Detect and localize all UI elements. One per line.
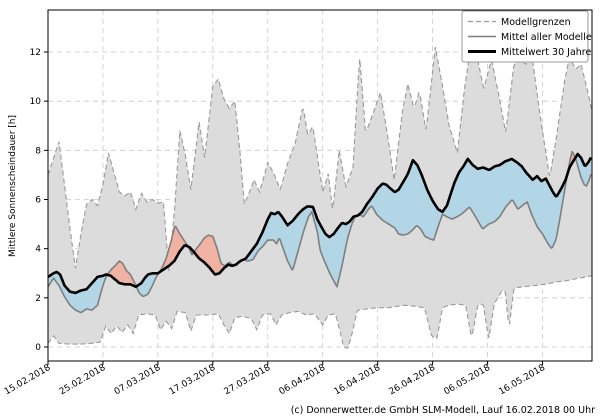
legend-box <box>461 10 589 63</box>
plot-frame <box>47 9 593 362</box>
legend-label: Mittel aller Modelle <box>501 32 592 43</box>
copyright-footer: (c) Donnerwetter.de GmbH SLM-Modell, Lau… <box>291 405 595 416</box>
series-layer <box>47 41 593 349</box>
x-tick-label: 16.05.2018 <box>497 363 547 398</box>
normal-30y-line <box>47 152 593 295</box>
x-tick-label: 16.04.2018 <box>333 363 383 398</box>
model-envelope-fill <box>48 43 592 349</box>
y-tick-label: 10 <box>30 97 42 107</box>
below-normal-fill <box>359 158 568 248</box>
above-normal-fill <box>159 226 189 273</box>
legend: Modellgrenzen Mittel aller Modelle Mitte… <box>461 10 592 63</box>
y-tick-label: 2 <box>35 294 41 304</box>
y-tick-label: 4 <box>35 245 41 255</box>
legend-item-modellgrenzen: Modellgrenzen <box>468 17 571 28</box>
y-tick-label: 6 <box>35 196 41 206</box>
model-mean-line <box>47 150 592 314</box>
y-tick-label: 0 <box>35 343 41 353</box>
x-tick-label: 26.04.2018 <box>388 363 438 398</box>
y-axis-title: Mittlere Sonnenscheindauer [h] <box>8 115 18 257</box>
x-tick-label: 17.03.2018 <box>168 363 218 398</box>
legend-label: Mittelwert 30 Jahre <box>501 47 591 58</box>
below-normal-fill <box>575 154 591 186</box>
x-tick-label: 25.02.2018 <box>58 363 108 398</box>
legend-label: Modellgrenzen <box>501 17 571 28</box>
model-upper-bound-line <box>47 41 593 271</box>
x-tick-label: 07.03.2018 <box>113 363 163 398</box>
x-tick-label: 06.04.2018 <box>278 363 328 398</box>
legend-item-mittelwert-30-jahre: Mittelwert 30 Jahre <box>468 47 591 58</box>
legend-item-mittel-aller-modelle: Mittel aller Modelle <box>468 32 592 43</box>
x-tick-label: 15.02.2018 <box>3 363 53 398</box>
x-tick-label: 06.05.2018 <box>442 363 492 398</box>
model-lower-bound-line <box>47 275 593 349</box>
y-tick-label: 8 <box>35 146 41 156</box>
below-normal-fill <box>136 272 160 297</box>
below-normal-fill <box>233 206 357 287</box>
above-normal-fill <box>193 235 234 275</box>
x-tick-label: 27.03.2018 <box>223 363 273 398</box>
y-tick-label: 12 <box>30 48 41 58</box>
